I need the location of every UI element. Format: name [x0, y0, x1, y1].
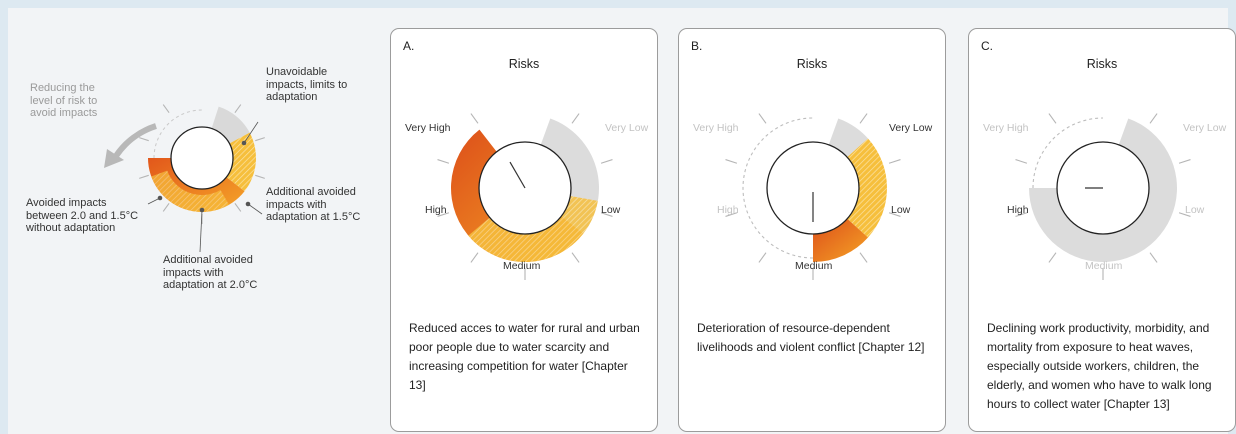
level-very-low: Very Low — [605, 122, 649, 134]
risk-dial-a — [437, 113, 613, 280]
level-low: Low — [601, 204, 621, 216]
panel-letter: A. — [403, 39, 415, 53]
label-additional-avoided-15: Additional avoided impacts with adaptati… — [266, 186, 361, 223]
panel-letter: B. — [691, 39, 703, 53]
segment-unavoidable — [1029, 118, 1177, 263]
scale-tick — [758, 113, 767, 124]
segment-additional-15 — [226, 132, 256, 192]
scale-tick — [470, 113, 479, 124]
reduce-arrow-head — [104, 149, 124, 168]
label-reducing-risk: Reducing the level of risk to avoid impa… — [30, 82, 98, 119]
leader-unavoidable — [243, 121, 259, 144]
level-very-high: Very High — [693, 122, 739, 134]
scale-tick — [725, 212, 738, 217]
dashed-range-arc — [1032, 117, 1104, 189]
scale-tick — [571, 113, 580, 124]
dial-center — [170, 126, 234, 190]
segment-additional-adaptation — [847, 138, 887, 238]
reduce-arrow — [113, 123, 157, 158]
level-medium: Medium — [795, 260, 833, 272]
dial-center — [766, 141, 860, 235]
panel-description: Reduced acces to water for rural and urb… — [409, 321, 640, 392]
level-very-low: Very Low — [889, 122, 933, 134]
level-high: High — [425, 204, 447, 216]
scale-tick — [859, 252, 868, 263]
scale-tick — [600, 159, 613, 164]
legend-key: Reducing the level of risk to avoid impa… — [8, 8, 388, 434]
risk-panel-a: A. Risks Very High Very Low High Low Med… — [390, 28, 658, 432]
panel-title: Risks — [508, 57, 540, 71]
scale-tick — [600, 212, 613, 217]
scale-tick — [139, 137, 149, 142]
scale-tick — [470, 252, 479, 263]
segment-additional-adaptation — [468, 195, 598, 262]
label-additional-avoided-20: Additional avoided impacts with adaptati… — [163, 254, 258, 291]
scale-tick — [1048, 113, 1057, 124]
risk-dial-c — [1015, 113, 1191, 280]
panel-description: Declining work productivity, morbidity, … — [987, 321, 1212, 411]
risk-needle — [509, 161, 526, 189]
scale-tick — [255, 137, 265, 142]
level-very-low: Very Low — [1183, 122, 1227, 134]
risk-dial-b — [725, 113, 901, 280]
scale-tick — [888, 212, 901, 217]
level-very-high: Very High — [405, 122, 451, 134]
leader-additional-15 — [247, 203, 263, 215]
scale-tick — [234, 202, 242, 212]
scale-tick — [1178, 159, 1191, 164]
scale-tick — [1015, 159, 1028, 164]
level-low: Low — [1185, 204, 1205, 216]
scale-tick — [437, 212, 450, 217]
segment-additional-20 — [151, 170, 229, 212]
scale-tick — [725, 159, 738, 164]
scale-tick — [1149, 252, 1158, 263]
scale-tick — [255, 174, 265, 179]
risk-panel-c: C. Risks Very High Very Low High Low Med… — [968, 28, 1236, 432]
scale-tick — [162, 202, 170, 212]
scale-tick — [859, 113, 868, 124]
scale-tick — [1048, 252, 1057, 263]
panel-description: Deterioration of resource-dependent live… — [697, 321, 925, 354]
legend-dial — [104, 104, 265, 253]
panel-title: Risks — [1086, 57, 1118, 71]
segment-avoided — [813, 218, 868, 262]
panel-letter: C. — [981, 39, 993, 53]
leader-additional-20 — [199, 209, 203, 253]
scale-tick — [758, 252, 767, 263]
label-unavoidable-impacts: Unavoidable impacts, limits to adaptatio… — [266, 66, 348, 103]
risk-panel-b: B. Risks Very High Very Low High Low Med… — [678, 28, 946, 432]
label-avoided-impacts: Avoided impacts between 2.0 and 1.5°C wi… — [26, 197, 139, 234]
scale-tick — [1015, 212, 1028, 217]
scale-tick — [162, 104, 170, 114]
dashed-range-arc — [153, 109, 203, 159]
segment-unavoidable — [211, 106, 250, 144]
scale-tick — [1178, 212, 1191, 217]
panel-title: Risks — [796, 57, 828, 71]
scale-tick — [571, 252, 580, 263]
level-very-high: Very High — [983, 122, 1029, 134]
level-high: High — [1007, 204, 1029, 216]
scale-tick — [139, 174, 149, 179]
level-high: High — [717, 204, 739, 216]
dashed-range-arc — [742, 117, 814, 259]
level-low: Low — [891, 204, 911, 216]
scale-tick — [888, 159, 901, 164]
scale-tick — [1149, 113, 1158, 124]
scale-tick — [437, 159, 450, 164]
level-medium: Medium — [503, 260, 541, 272]
figure-canvas: Reducing the level of risk to avoid impa… — [8, 8, 1236, 434]
scale-tick — [234, 104, 242, 114]
level-medium: Medium — [1085, 260, 1123, 272]
